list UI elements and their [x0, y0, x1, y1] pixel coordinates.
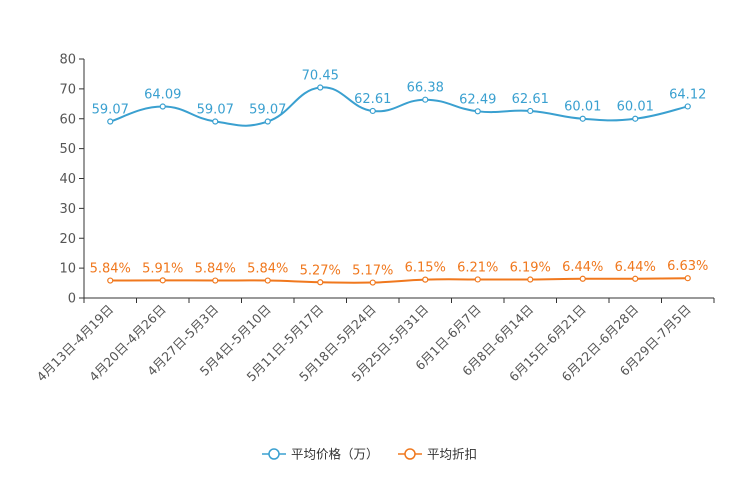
- y-tick-label: 30: [59, 202, 76, 217]
- data-labels: 59.07 64.09 59.07 59.07 70.45 62.61 66.38 62.49…: [90, 69, 709, 279]
- data-label: 5.84%: [90, 262, 131, 277]
- data-point: [474, 108, 481, 115]
- data-point: [422, 276, 429, 283]
- data-point: [684, 103, 691, 110]
- y-tick-label: 80: [59, 53, 76, 68]
- legend-label-2: 平均折扣: [427, 447, 477, 462]
- y-tick-label: 60: [59, 112, 76, 127]
- data-point: [212, 277, 219, 284]
- data-point: [212, 118, 219, 125]
- legend-marker-1: [268, 448, 280, 460]
- data-point: [107, 118, 114, 125]
- data-point: [527, 107, 534, 115]
- data-point: [579, 275, 586, 282]
- data-label: 70.45: [302, 69, 339, 84]
- y-tick-label: 40: [59, 172, 76, 187]
- data-label: 6.15%: [405, 261, 446, 276]
- data-label: 62.61: [354, 92, 391, 107]
- data-point: [369, 279, 376, 286]
- data-label: 5.84%: [195, 262, 236, 277]
- data-label: 62.61: [512, 92, 549, 107]
- data-point: [369, 107, 376, 115]
- data-label: 64.12: [669, 87, 706, 102]
- series-line-2: [110, 277, 688, 284]
- data-label: 6.44%: [615, 260, 656, 275]
- data-label: 64.09: [144, 88, 181, 103]
- y-tick-label: 0: [68, 292, 76, 307]
- data-label: 59.07: [92, 103, 129, 118]
- data-point: [264, 118, 271, 125]
- data-point: [317, 84, 324, 91]
- data-point: [684, 275, 691, 282]
- data-label: 62.49: [459, 92, 496, 107]
- data-label: 5.17%: [352, 264, 393, 279]
- data-label: 59.07: [249, 103, 286, 118]
- data-point: [527, 276, 534, 283]
- data-label: 5.91%: [142, 261, 183, 276]
- data-point: [159, 103, 166, 110]
- legend-marker-2: [404, 448, 416, 460]
- data-label: 60.01: [564, 100, 601, 115]
- data-label: 6.19%: [510, 261, 551, 276]
- data-point: [159, 277, 166, 284]
- data-point: [632, 275, 639, 282]
- data-label: 59.07: [197, 103, 234, 118]
- y-tick-label: 20: [59, 232, 76, 247]
- data-point: [264, 277, 271, 284]
- legend-label-1: 平均价格（万）: [291, 447, 379, 462]
- data-point: [632, 115, 639, 122]
- data-point: [107, 277, 114, 284]
- data-label: 6.21%: [457, 260, 498, 275]
- y-tick-label: 50: [59, 142, 76, 157]
- series-layer: [107, 84, 691, 286]
- data-label: 6.44%: [562, 260, 603, 275]
- data-label: 6.63%: [667, 259, 708, 274]
- y-tick-label: 10: [59, 262, 76, 277]
- legend: 平均价格（万） 平均折扣: [262, 447, 477, 462]
- data-label: 66.38: [407, 81, 444, 96]
- y-tick-label: 70: [59, 82, 76, 97]
- data-point: [579, 115, 586, 122]
- data-point: [317, 279, 324, 286]
- data-label: 5.27%: [300, 263, 341, 278]
- data-label: 5.84%: [247, 262, 288, 277]
- data-label: 60.01: [617, 100, 654, 115]
- data-point: [422, 96, 429, 103]
- data-point: [474, 276, 481, 283]
